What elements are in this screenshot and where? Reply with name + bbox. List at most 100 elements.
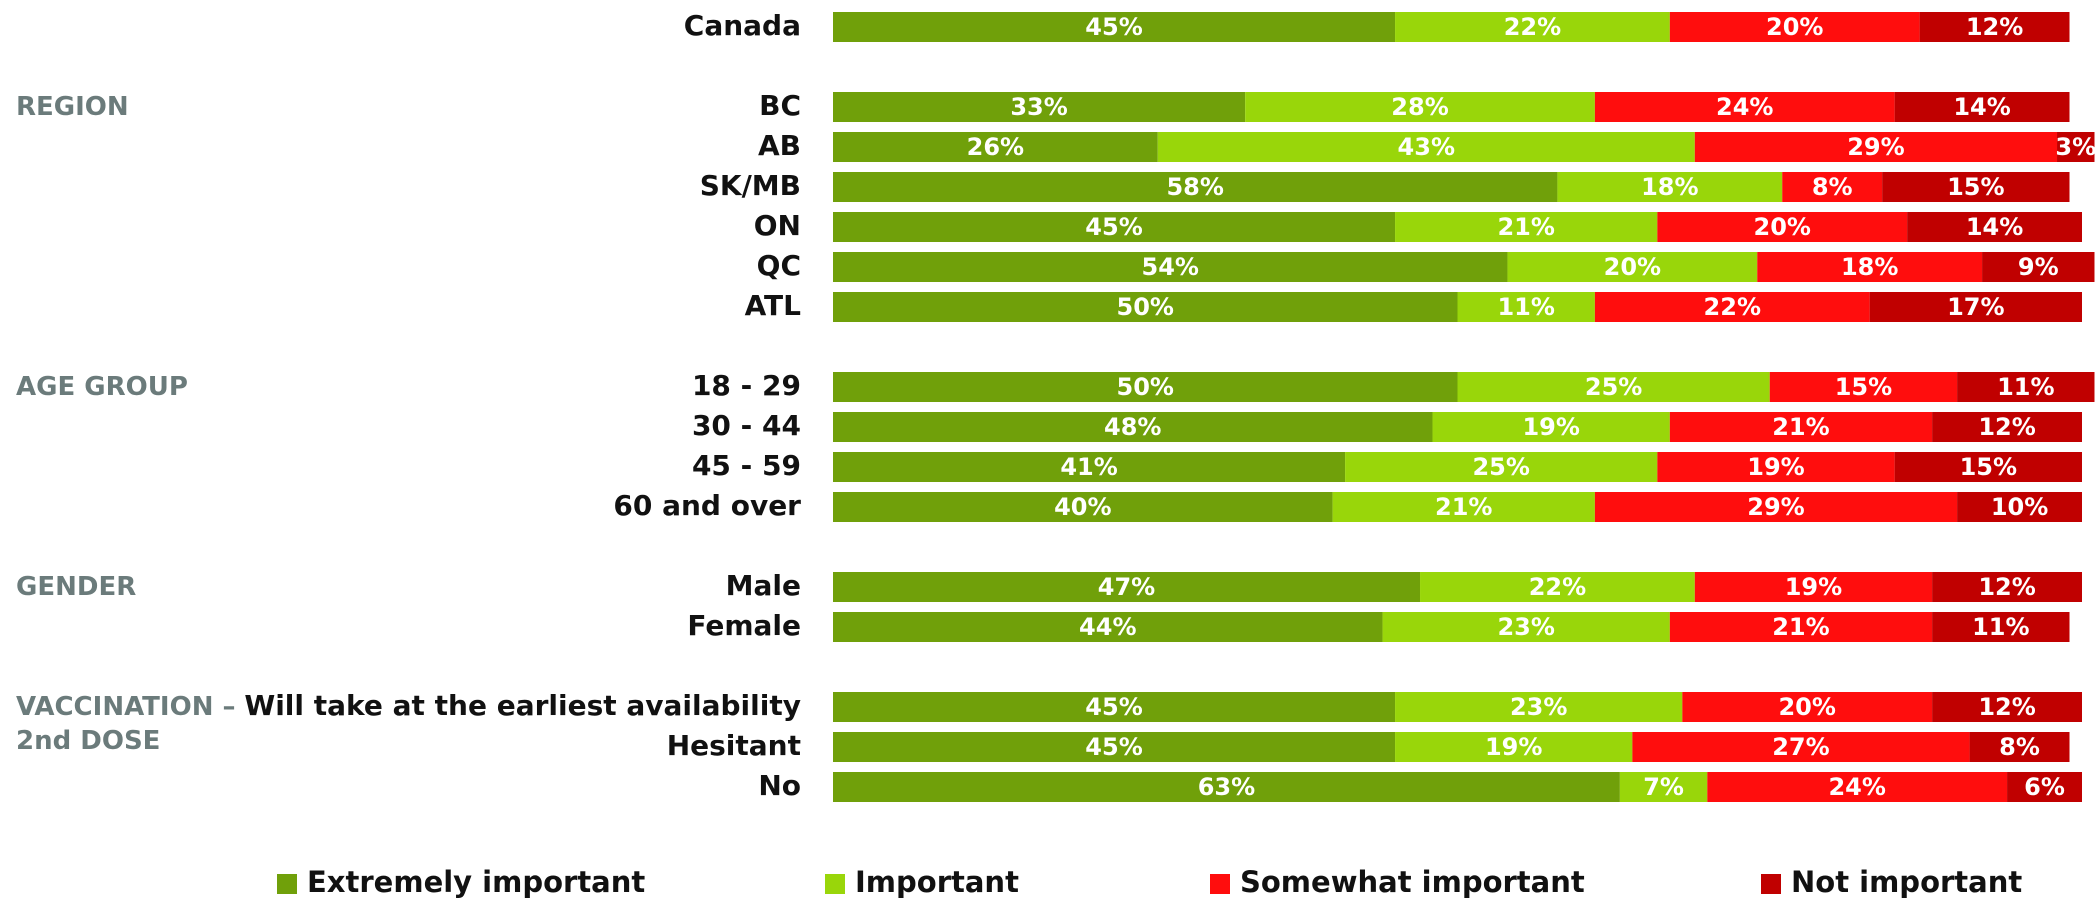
value-label: 21% bbox=[1772, 613, 1829, 641]
value-label: 24% bbox=[1828, 773, 1885, 801]
legend-label: Extremely important bbox=[307, 865, 645, 899]
bar-segment bbox=[1395, 212, 1658, 242]
value-label: 12% bbox=[1966, 13, 2023, 41]
category-label: No bbox=[758, 769, 801, 802]
value-label: 15% bbox=[1835, 373, 1892, 401]
category-label: 18 - 29 bbox=[692, 369, 801, 402]
value-label: 28% bbox=[1391, 93, 1448, 121]
value-label: 29% bbox=[1847, 133, 1904, 161]
bar-segment bbox=[1882, 172, 2070, 202]
value-label: 12% bbox=[1978, 413, 2035, 441]
bar-segment bbox=[1619, 772, 1708, 802]
bar-segment bbox=[1657, 452, 1895, 482]
bar-segment bbox=[1694, 132, 2058, 162]
value-label: 12% bbox=[1978, 693, 2035, 721]
value-label: 24% bbox=[1716, 93, 1773, 121]
bar-segment bbox=[1345, 452, 1658, 482]
bar-segment bbox=[833, 732, 1396, 762]
bar-segment bbox=[1632, 732, 1970, 762]
bar-segment bbox=[1457, 372, 1770, 402]
legend-label: Not important bbox=[1791, 865, 2022, 899]
bar-segment bbox=[833, 12, 1396, 42]
bar-segment bbox=[1969, 732, 2070, 762]
bar-segment bbox=[1245, 92, 1595, 122]
value-label: 9% bbox=[2018, 253, 2059, 281]
value-label: 11% bbox=[1972, 613, 2029, 641]
bar-segment bbox=[833, 572, 1421, 602]
value-label: 20% bbox=[1778, 693, 1835, 721]
bar-segment bbox=[1395, 12, 1670, 42]
category-label: AB bbox=[758, 129, 801, 162]
value-label: 45% bbox=[1085, 693, 1142, 721]
bar-segment bbox=[833, 212, 1396, 242]
bar-segment bbox=[833, 492, 1333, 522]
value-label: 19% bbox=[1785, 573, 1842, 601]
value-label: 10% bbox=[1991, 493, 2048, 521]
legend-label: Somewhat important bbox=[1240, 865, 1585, 899]
value-label: 3% bbox=[2055, 133, 2096, 161]
value-label: 23% bbox=[1497, 613, 1554, 641]
value-label: 20% bbox=[1766, 13, 1823, 41]
group-label: REGION bbox=[16, 92, 129, 122]
category-label: Male bbox=[726, 569, 801, 602]
bar-segment bbox=[1157, 132, 1695, 162]
value-label: 15% bbox=[1960, 453, 2017, 481]
category-label: Canada bbox=[684, 9, 801, 42]
group-label: AGE GROUP bbox=[16, 372, 188, 402]
value-label: 44% bbox=[1079, 613, 1136, 641]
value-label: 25% bbox=[1472, 453, 1529, 481]
value-label: 22% bbox=[1504, 13, 1561, 41]
value-label: 11% bbox=[1997, 373, 2054, 401]
value-label: 21% bbox=[1772, 413, 1829, 441]
category-label: QC bbox=[757, 249, 801, 282]
value-label: 22% bbox=[1529, 573, 1586, 601]
value-label: 45% bbox=[1085, 13, 1142, 41]
value-label: 54% bbox=[1142, 253, 1199, 281]
bar-segment bbox=[1420, 572, 1695, 602]
legend-swatch bbox=[1761, 874, 1781, 894]
bar-segment bbox=[833, 412, 1433, 442]
category-label: Will take at the earliest availability bbox=[244, 689, 801, 722]
bar-segment bbox=[1982, 252, 2095, 282]
bar-segment bbox=[1894, 92, 2070, 122]
value-label: 50% bbox=[1117, 293, 1174, 321]
value-label: 33% bbox=[1010, 93, 1067, 121]
value-label: 8% bbox=[1999, 733, 2040, 761]
bar-segment bbox=[1332, 492, 1595, 522]
value-label: 21% bbox=[1497, 213, 1554, 241]
bar-segment bbox=[1557, 172, 1783, 202]
value-label: 22% bbox=[1704, 293, 1761, 321]
value-label: 58% bbox=[1166, 173, 1223, 201]
category-label: Hesitant bbox=[667, 729, 801, 762]
bar-segment bbox=[833, 252, 1508, 282]
legend-label: Important bbox=[855, 865, 1019, 899]
bar-segment bbox=[833, 132, 1158, 162]
value-label: 45% bbox=[1085, 213, 1142, 241]
value-label: 20% bbox=[1754, 213, 1811, 241]
value-label: 43% bbox=[1398, 133, 1455, 161]
bar-segment bbox=[1757, 252, 1983, 282]
value-label: 6% bbox=[2024, 773, 2065, 801]
bar-segment bbox=[1432, 412, 1670, 442]
category-label: Female bbox=[687, 609, 801, 642]
value-label: 12% bbox=[1978, 573, 2035, 601]
value-label: 40% bbox=[1054, 493, 1111, 521]
value-label: 27% bbox=[1772, 733, 1829, 761]
bar-segment bbox=[833, 452, 1346, 482]
bar-segment bbox=[1694, 572, 1933, 602]
bar-segment bbox=[1907, 212, 2082, 242]
value-label: 41% bbox=[1060, 453, 1117, 481]
category-label: ON bbox=[754, 209, 801, 242]
value-label: 47% bbox=[1098, 573, 1155, 601]
value-label: 18% bbox=[1641, 173, 1698, 201]
value-label: 18% bbox=[1841, 253, 1898, 281]
bar-segment bbox=[1869, 292, 2082, 322]
bar-segment bbox=[833, 292, 1458, 322]
bar-segment bbox=[1382, 612, 1670, 642]
legend-swatch bbox=[825, 874, 845, 894]
bar-segment bbox=[833, 692, 1396, 722]
value-label: 15% bbox=[1947, 173, 2004, 201]
bar-segment bbox=[1682, 692, 1933, 722]
